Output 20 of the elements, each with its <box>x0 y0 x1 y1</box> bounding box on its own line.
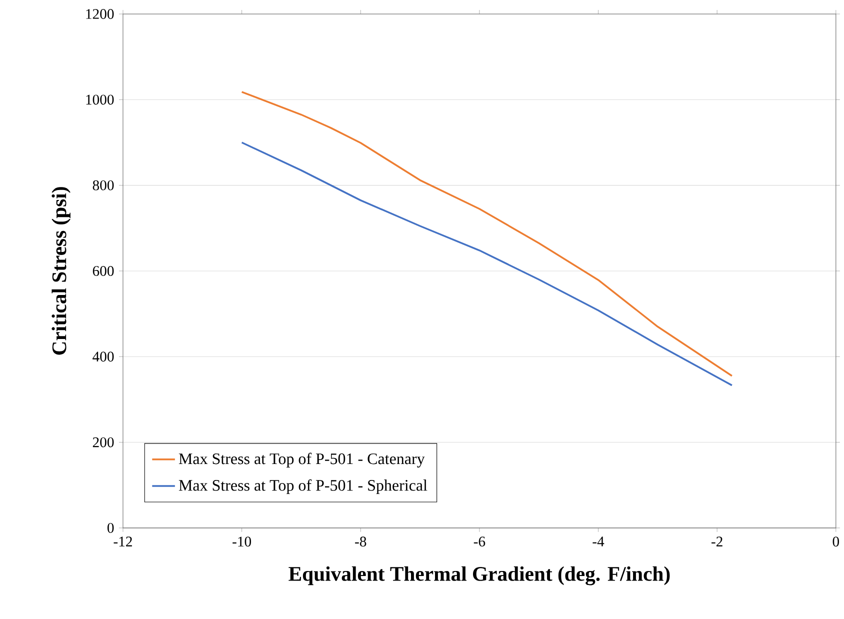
y-tick-label: 400 <box>92 352 114 362</box>
y-tick-label: 1200 <box>86 9 114 19</box>
legend-label: Max Stress at Top of P-501 - Catenary <box>178 452 425 468</box>
x-tick-label: -8 <box>355 536 366 547</box>
y-tick-label: 200 <box>92 437 114 448</box>
x-tick-label: -10 <box>232 536 252 547</box>
x-axis-title: Equivalent Thermal Gradient (deg. F/inch) <box>288 566 670 586</box>
x-tick-label: -12 <box>114 536 132 546</box>
x-tick-label: -4 <box>592 536 604 546</box>
y-tick-label: 800 <box>92 180 114 190</box>
x-tick-label: -6 <box>474 536 486 547</box>
y-tick-label: 1000 <box>86 94 114 105</box>
x-tick-label: -2 <box>712 536 722 546</box>
x-tick-label: 0 <box>832 536 840 547</box>
line-series <box>240 142 733 386</box>
y-tick-label: 0 <box>108 523 114 533</box>
legend-label: Max Stress at Top of P-501 - Spherical <box>178 479 428 494</box>
line-series <box>240 91 733 377</box>
y-axis-title: Critical Stress (psi) <box>52 187 70 355</box>
y-tick-label: 600 <box>92 266 114 276</box>
